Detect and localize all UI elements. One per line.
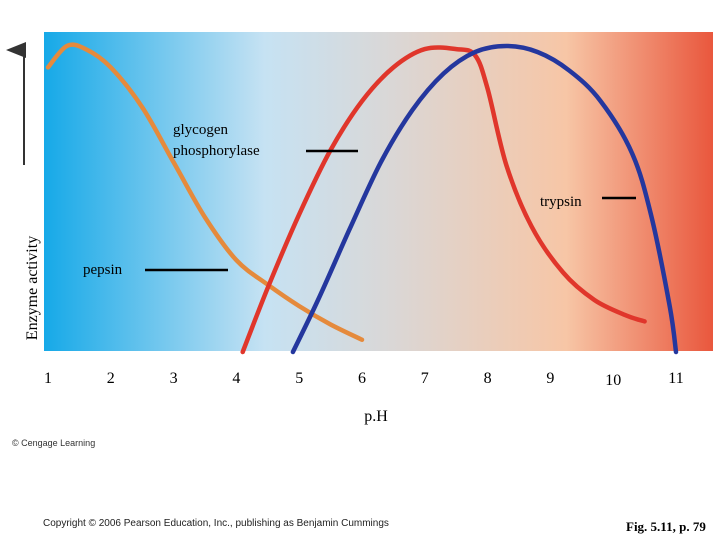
x-tick-label: 7 xyxy=(421,370,429,387)
label-glycogen-phosphorylase: glycogen phosphorylase xyxy=(173,122,260,159)
curves-group xyxy=(45,42,679,355)
label-pepsin: pepsin xyxy=(83,262,123,278)
label-glycogen-line1: glycogen xyxy=(173,122,228,138)
x-tick-label: 2 xyxy=(107,370,115,387)
plot-background xyxy=(44,32,713,351)
cengage-credit: © Cengage Learning xyxy=(12,438,96,448)
label-trypsin: trypsin xyxy=(540,194,582,210)
figure-reference: Fig. 5.11, p. 79 xyxy=(626,519,706,534)
x-tick-labels: 1 2 3 4 5 6 7 8 9 10 11 xyxy=(44,370,684,389)
x-tick-label: 10 xyxy=(605,372,621,389)
y-axis-title: Enzyme activity xyxy=(24,236,41,340)
x-tick-label: 6 xyxy=(358,370,366,387)
curve-glycogen-phosphorylase xyxy=(240,45,647,355)
x-tick-label: 8 xyxy=(484,370,492,387)
x-tick-label: 11 xyxy=(668,370,683,387)
x-axis-title: p.H xyxy=(364,408,388,425)
x-tick-label: 4 xyxy=(232,370,240,387)
x-tick-label: 5 xyxy=(295,370,303,387)
x-tick-label: 1 xyxy=(44,370,52,387)
curve-pepsin xyxy=(45,42,365,343)
x-tick-label: 9 xyxy=(546,370,554,387)
copyright-notice: Copyright © 2006 Pearson Education, Inc.… xyxy=(43,518,389,529)
label-glycogen-line2: phosphorylase xyxy=(173,143,260,159)
x-tick-label: 3 xyxy=(170,370,178,387)
curve-trypsin xyxy=(290,43,679,355)
